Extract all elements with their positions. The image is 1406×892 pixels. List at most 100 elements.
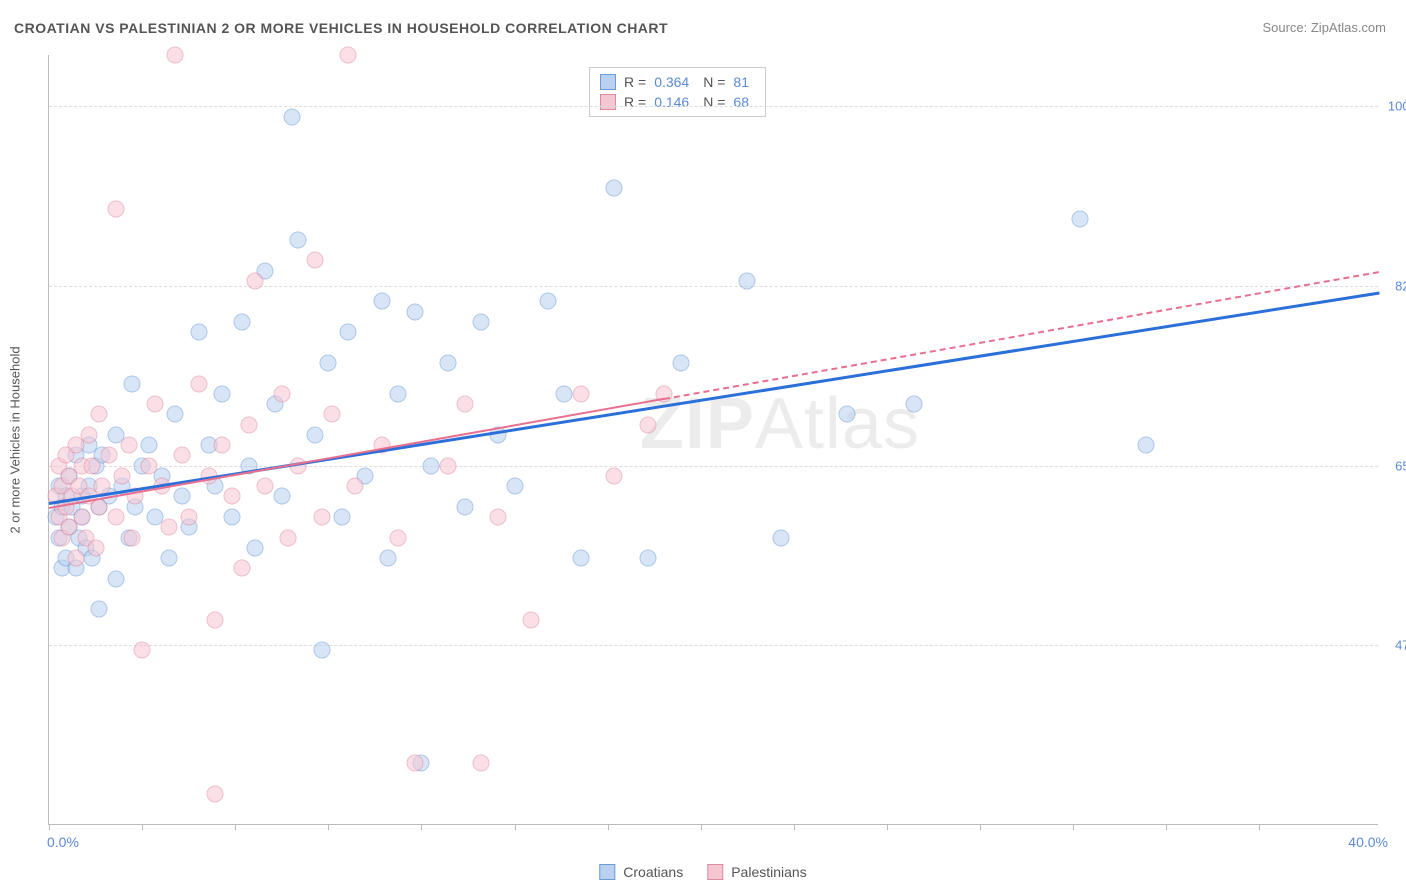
scatter-point <box>313 642 330 659</box>
scatter-point <box>905 396 922 413</box>
scatter-point <box>456 396 473 413</box>
r-label: R = <box>624 92 646 112</box>
scatter-point <box>346 478 363 495</box>
scatter-point <box>506 478 523 495</box>
scatter-point <box>1138 437 1155 454</box>
scatter-point <box>283 108 300 125</box>
chart-title: CROATIAN VS PALESTINIAN 2 OR MORE VEHICL… <box>14 20 668 36</box>
scatter-point <box>423 457 440 474</box>
legend-swatch <box>600 94 616 110</box>
y-tick-label: 82.5% <box>1395 279 1406 294</box>
n-label: N = <box>703 72 725 92</box>
scatter-point <box>124 529 141 546</box>
scatter-point <box>174 447 191 464</box>
scatter-point <box>390 529 407 546</box>
scatter-point <box>639 416 656 433</box>
legend-label: Croatians <box>623 864 683 880</box>
scatter-point <box>233 313 250 330</box>
scatter-point <box>140 437 157 454</box>
scatter-point <box>839 406 856 423</box>
scatter-point <box>639 550 656 567</box>
scatter-point <box>257 478 274 495</box>
scatter-point <box>223 509 240 526</box>
scatter-point <box>573 385 590 402</box>
trend-line <box>664 271 1379 400</box>
n-value: 81 <box>733 72 749 92</box>
scatter-point <box>240 416 257 433</box>
scatter-point <box>473 755 490 772</box>
scatter-point <box>67 550 84 567</box>
legend-item: Palestinians <box>707 864 807 880</box>
scatter-point <box>672 355 689 372</box>
scatter-point <box>213 437 230 454</box>
scatter-point <box>87 539 104 556</box>
scatter-point <box>140 457 157 474</box>
scatter-point <box>160 550 177 567</box>
x-tick <box>1073 824 1074 830</box>
scatter-point <box>606 467 623 484</box>
legend-correlation: R =0.364N =81R =0.146N =68 <box>589 67 766 117</box>
n-value: 68 <box>733 92 749 112</box>
scatter-point <box>84 457 101 474</box>
scatter-point <box>80 426 97 443</box>
scatter-point <box>406 303 423 320</box>
legend-row: R =0.146N =68 <box>600 92 755 112</box>
scatter-point <box>380 550 397 567</box>
y-tick-label: 65.0% <box>1395 458 1406 473</box>
x-tick <box>235 824 236 830</box>
scatter-point <box>772 529 789 546</box>
plot-area: 2 or more Vehicles in Household ZIPAtlas… <box>48 55 1378 825</box>
x-tick <box>421 824 422 830</box>
scatter-point <box>340 324 357 341</box>
scatter-point <box>323 406 340 423</box>
scatter-point <box>307 426 324 443</box>
x-tick <box>515 824 516 830</box>
legend-item: Croatians <box>599 864 683 880</box>
scatter-point <box>273 385 290 402</box>
x-tick <box>701 824 702 830</box>
scatter-point <box>90 406 107 423</box>
scatter-point <box>213 385 230 402</box>
scatter-point <box>313 509 330 526</box>
source-label: Source: <box>1262 20 1310 35</box>
x-tick <box>887 824 888 830</box>
scatter-point <box>539 293 556 310</box>
scatter-point <box>373 293 390 310</box>
legend-swatch <box>707 864 723 880</box>
x-tick <box>1259 824 1260 830</box>
scatter-point <box>233 560 250 577</box>
scatter-point <box>523 611 540 628</box>
x-tick <box>1166 824 1167 830</box>
scatter-point <box>107 509 124 526</box>
scatter-point <box>107 201 124 218</box>
watermark-part2: Atlas <box>755 384 920 464</box>
x-tick <box>328 824 329 830</box>
scatter-point <box>333 509 350 526</box>
scatter-point <box>573 550 590 567</box>
scatter-point <box>180 509 197 526</box>
scatter-point <box>390 385 407 402</box>
scatter-point <box>1071 211 1088 228</box>
scatter-point <box>473 313 490 330</box>
scatter-point <box>556 385 573 402</box>
scatter-point <box>247 272 264 289</box>
scatter-point <box>174 488 191 505</box>
scatter-point <box>147 396 164 413</box>
scatter-point <box>167 406 184 423</box>
source-name: ZipAtlas.com <box>1311 20 1386 35</box>
scatter-point <box>167 47 184 64</box>
scatter-point <box>74 509 91 526</box>
scatter-point <box>456 498 473 515</box>
legend-swatch <box>600 74 616 90</box>
x-axis-max-label: 40.0% <box>1348 834 1388 850</box>
scatter-point <box>247 539 264 556</box>
scatter-point <box>207 611 224 628</box>
scatter-point <box>90 601 107 618</box>
x-tick <box>608 824 609 830</box>
scatter-point <box>280 529 297 546</box>
scatter-point <box>134 642 151 659</box>
x-tick <box>794 824 795 830</box>
scatter-point <box>739 272 756 289</box>
scatter-point <box>340 47 357 64</box>
scatter-point <box>223 488 240 505</box>
